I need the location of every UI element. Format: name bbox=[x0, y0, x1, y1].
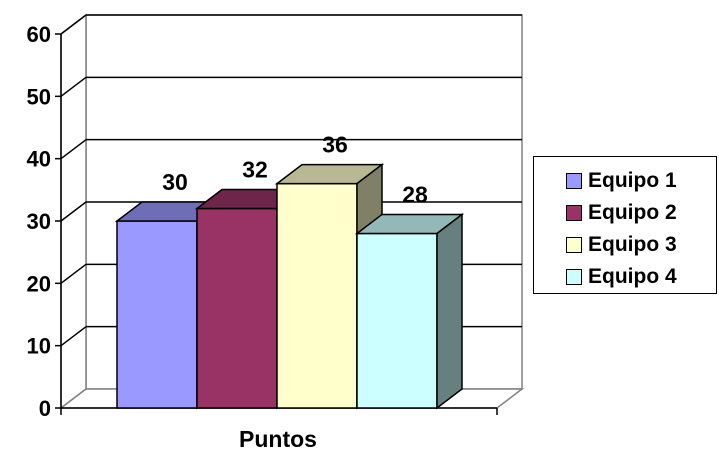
bar-equipo-4 bbox=[354, 212, 465, 410]
x-axis-label: Puntos bbox=[239, 426, 317, 452]
legend-item: Equipo 2 bbox=[566, 201, 677, 225]
legend-swatch bbox=[566, 205, 582, 221]
legend-swatch bbox=[566, 269, 582, 285]
y-tick-label: 60 bbox=[27, 22, 51, 47]
legend-label: Equipo 2 bbox=[588, 201, 677, 224]
y-tick-label: 40 bbox=[27, 147, 51, 172]
y-tick-label: 50 bbox=[27, 84, 51, 109]
gridline-side bbox=[60, 139, 87, 160]
bar-equipo-3 bbox=[274, 163, 385, 410]
gridline-side bbox=[60, 14, 87, 35]
data-label: 30 bbox=[162, 169, 188, 195]
gridline-side bbox=[60, 76, 87, 97]
data-label: 32 bbox=[242, 157, 268, 183]
gridline-side bbox=[60, 263, 87, 284]
bar-front bbox=[356, 232, 438, 409]
y-tick-label: 0 bbox=[39, 396, 51, 421]
gridline-side bbox=[60, 201, 87, 222]
legend-swatch bbox=[566, 237, 582, 253]
data-labels: 30 32 36 28 bbox=[162, 132, 428, 208]
y-tick-label: 30 bbox=[27, 209, 51, 234]
data-label: 28 bbox=[402, 181, 428, 207]
legend-item: Equipo 1 bbox=[566, 169, 677, 193]
legend-label: Equipo 1 bbox=[588, 169, 677, 192]
legend-swatch bbox=[566, 173, 582, 189]
legend: Equipo 1 Equipo 2 Equipo 3 Equipo 4 bbox=[533, 156, 717, 294]
bar-series bbox=[114, 163, 465, 410]
y-tick-label: 10 bbox=[27, 334, 51, 359]
gridline-side bbox=[60, 326, 87, 347]
legend-item: Equipo 4 bbox=[566, 265, 677, 289]
bar-front bbox=[276, 182, 358, 409]
bar-front bbox=[116, 220, 198, 409]
legend-label: Equipo 3 bbox=[588, 233, 677, 256]
y-tick-label: 20 bbox=[27, 271, 51, 296]
data-label: 36 bbox=[322, 132, 348, 158]
legend-item: Equipo 3 bbox=[566, 233, 677, 257]
legend-label: Equipo 4 bbox=[588, 265, 677, 288]
bar-front bbox=[196, 207, 278, 409]
bar-side bbox=[436, 212, 463, 410]
